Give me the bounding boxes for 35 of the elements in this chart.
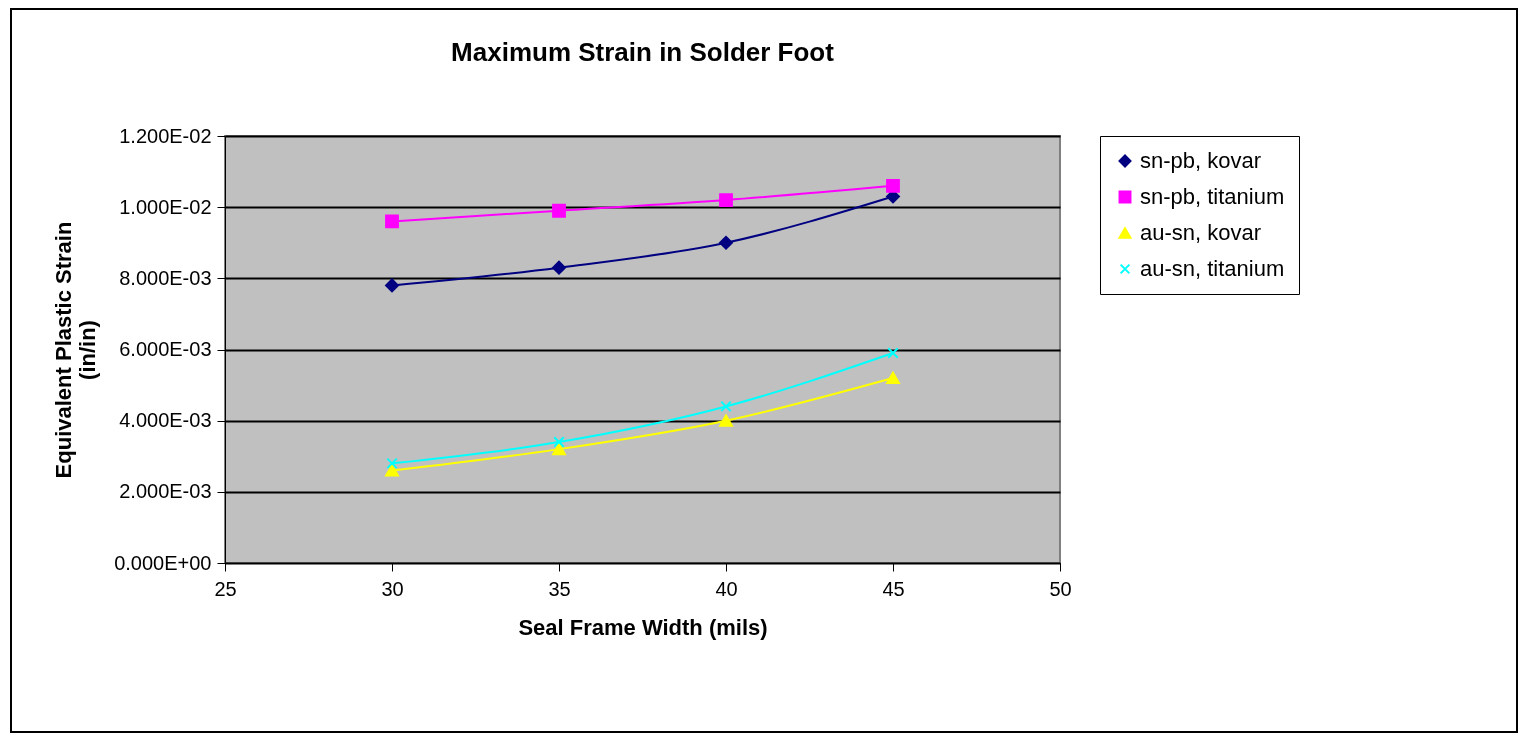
point [719, 414, 733, 427]
point [385, 464, 399, 477]
x-tick-label: 30 [381, 577, 404, 600]
x-tick-label: 40 [715, 577, 738, 600]
point [385, 214, 399, 229]
y-tick-label: 6.000E-03 [119, 338, 212, 360]
x-tick-label: 45 [882, 577, 905, 600]
point [886, 371, 900, 385]
point [552, 260, 566, 275]
chart-title: Maximum Strain in Solder Foot [451, 37, 835, 67]
point [886, 178, 900, 193]
point [552, 203, 566, 218]
legend-label: sn-pb, titanium [1140, 184, 1285, 209]
y-tick-label: 1.000E-02 [119, 195, 212, 218]
point [386, 457, 398, 470]
legend-label: au-sn, titanium [1140, 256, 1285, 281]
y-tick-label: 0.000E+00 [114, 551, 212, 574]
point [552, 443, 566, 456]
x-axis-title: Seal Frame Width (mils) [518, 614, 768, 640]
x-tick-label: 25 [214, 577, 237, 600]
legend-label: au-sn, kovar [1140, 220, 1262, 245]
x-tick-label: 35 [548, 577, 571, 600]
legend-label: sn-pb, kovar [1140, 148, 1262, 173]
point [719, 193, 733, 207]
point [385, 278, 399, 293]
y-tick-label: 8.000E-03 [119, 266, 212, 289]
point [720, 400, 732, 413]
y-tick-label: 2.000E-03 [119, 480, 212, 503]
y-tick-label: 4.000E-03 [119, 409, 212, 432]
point [553, 436, 565, 448]
point [887, 347, 899, 359]
y-tick-label: 1.200E-02 [119, 124, 212, 147]
point [719, 235, 733, 250]
y-axis-title: Equivalent Plastic Strain (in/in) [51, 221, 101, 479]
x-tick-label: 50 [1049, 577, 1072, 600]
